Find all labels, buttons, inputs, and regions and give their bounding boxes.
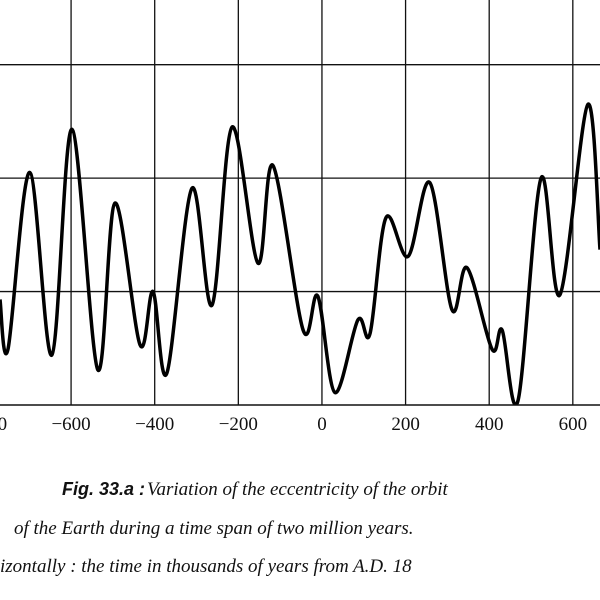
figure-label: Fig. 33.a : [62, 479, 145, 499]
x-tick-label: −400 [135, 414, 174, 435]
x-tick-label: −200 [219, 414, 258, 435]
x-tick-label: 0 [317, 414, 327, 435]
line [0, 102, 600, 405]
caption-line: izontally : the time in thousands of yea… [0, 556, 412, 577]
grid [0, 0, 600, 405]
x-ticks: −800 −600 −400 −200 0 200 400 600 [0, 414, 587, 435]
x-tick-label: −800 [0, 414, 7, 435]
caption-line: of the Earth during a time span of two m… [14, 518, 414, 539]
caption-line: Variation of the eccentricity of the orb… [147, 479, 448, 500]
x-tick-label: 200 [391, 414, 420, 435]
x-tick-label: 600 [559, 414, 588, 435]
x-tick-label: −600 [51, 414, 90, 435]
plot-area [0, 102, 600, 405]
x-tick-label: 400 [475, 414, 504, 435]
